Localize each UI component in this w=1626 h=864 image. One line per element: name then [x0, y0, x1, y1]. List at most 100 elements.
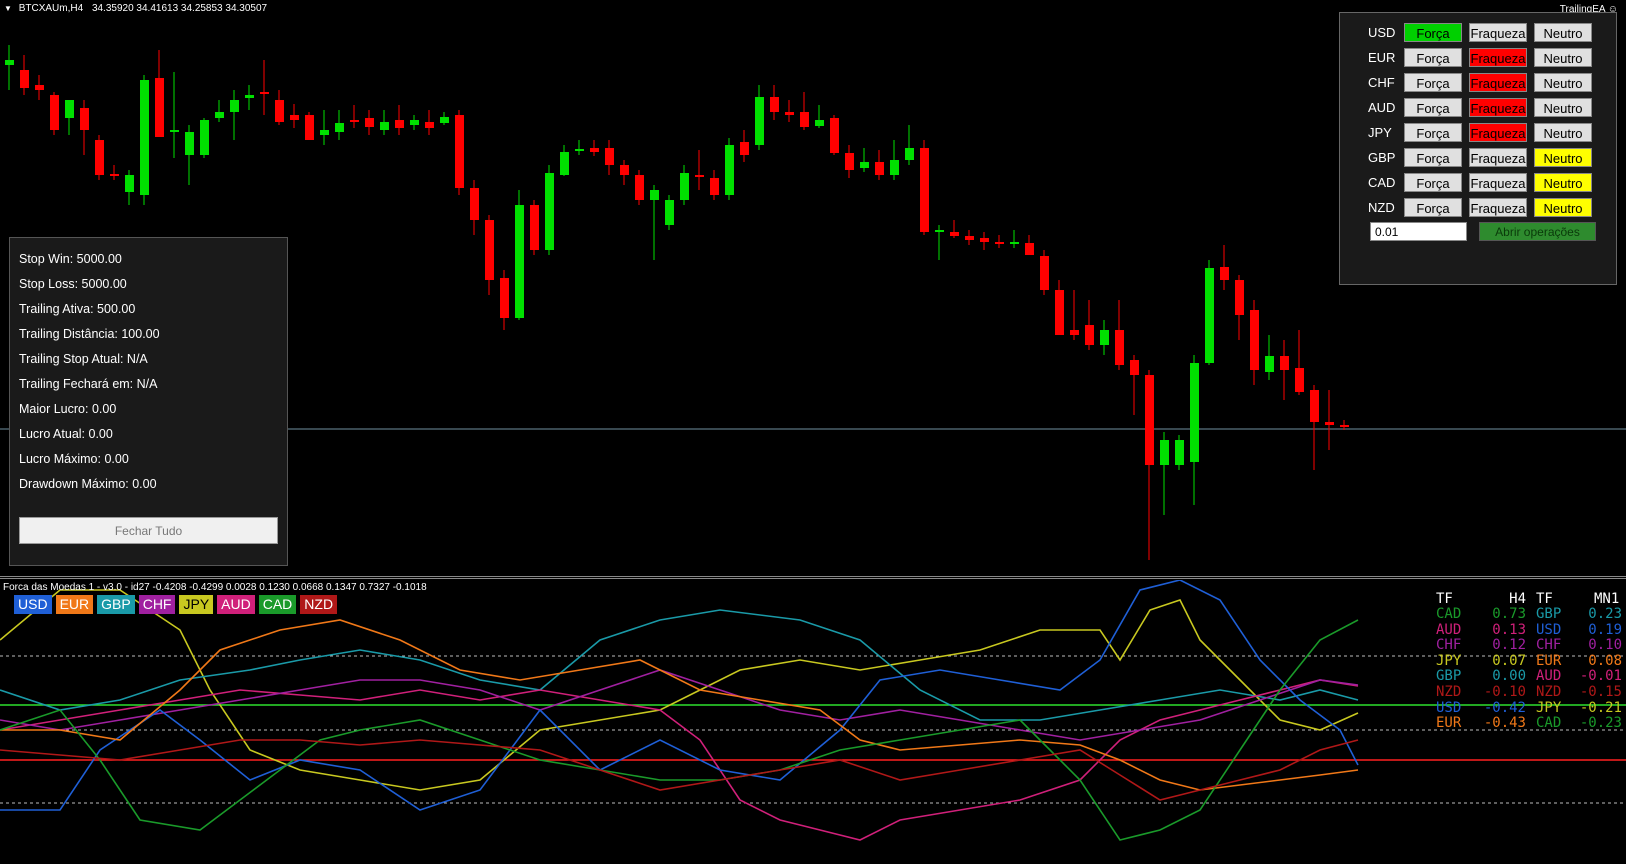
strength-table-row: USD -0.42 JPY -0.21	[1436, 700, 1622, 716]
legend-gbp[interactable]: GBP	[97, 595, 135, 614]
legend-chf[interactable]: CHF	[138, 595, 176, 614]
candle-body	[665, 200, 674, 225]
legend-jpy[interactable]: JPY	[179, 595, 214, 614]
strength-table-header: TF H4 TF MN1	[1436, 591, 1622, 607]
gbp-forca-button[interactable]: Força	[1404, 148, 1462, 167]
currency-label: CHF	[1368, 75, 1395, 90]
candle-body	[140, 80, 149, 195]
currency-row-chf: CHF Força Fraqueza Neutro	[1340, 73, 1616, 93]
current-profit-label: Lucro Atual: 0.00	[19, 427, 113, 441]
legend-eur[interactable]: EUR	[55, 595, 94, 614]
candle-body	[110, 174, 119, 176]
candle-body	[560, 152, 569, 175]
candle-body	[185, 132, 194, 155]
legend-usd[interactable]: USD	[14, 595, 52, 614]
nzd-fraqueza-button[interactable]: Fraqueza	[1469, 198, 1527, 217]
strength-table-row: AUD 0.13 USD 0.19	[1436, 622, 1622, 638]
lot-size-input[interactable]	[1370, 222, 1467, 241]
candle-body	[725, 145, 734, 195]
nzd-forca-button[interactable]: Força	[1404, 198, 1462, 217]
currency-label: AUD	[1368, 100, 1396, 115]
currency-row-gbp: GBP Força Fraqueza Neutro	[1340, 148, 1616, 168]
candle-body	[695, 175, 704, 177]
currency-row-cad: CAD Força Fraqueza Neutro	[1340, 173, 1616, 193]
candle-body	[35, 85, 44, 90]
max-profit-label: Maior Lucro: 0.00	[19, 402, 117, 416]
caret-down-icon[interactable]: ▼	[4, 4, 12, 13]
cad-fraqueza-button[interactable]: Fraqueza	[1469, 173, 1527, 192]
currency-row-nzd: NZD Força Fraqueza Neutro	[1340, 198, 1616, 218]
legend-aud[interactable]: AUD	[217, 595, 255, 614]
trailing-info-panel: Stop Win: 5000.00 Stop Loss: 5000.00 Tra…	[9, 237, 288, 566]
jpy-forca-button[interactable]: Força	[1404, 123, 1462, 142]
chf-fraqueza-button[interactable]: Fraqueza	[1469, 73, 1527, 92]
strength-table-row: NZD -0.10 NZD -0.15	[1436, 684, 1622, 700]
jpy-fraqueza-button[interactable]: Fraqueza	[1469, 123, 1527, 142]
close-all-button[interactable]: Fechar Tudo	[19, 517, 278, 544]
aud-neutro-button[interactable]: Neutro	[1534, 98, 1592, 117]
candle-body	[680, 173, 689, 200]
h4-currency: AUD	[1436, 621, 1462, 638]
chf-neutro-button[interactable]: Neutro	[1534, 73, 1592, 92]
cad-forca-button[interactable]: Força	[1404, 173, 1462, 192]
h4-value: 0.13	[1492, 621, 1526, 638]
cad-neutro-button[interactable]: Neutro	[1534, 173, 1592, 192]
aud-fraqueza-button[interactable]: Fraqueza	[1469, 98, 1527, 117]
stop-win-label: Stop Win: 5000.00	[19, 252, 122, 266]
jpy-neutro-button[interactable]: Neutro	[1534, 123, 1592, 142]
candle-body	[170, 130, 179, 132]
currency-label: GBP	[1368, 150, 1396, 165]
eur-forca-button[interactable]: Força	[1404, 48, 1462, 67]
chf-forca-button[interactable]: Força	[1404, 73, 1462, 92]
currency-row-eur: EUR Força Fraqueza Neutro	[1340, 48, 1616, 68]
candle-body	[620, 165, 629, 175]
strength-lines-chart	[0, 580, 1626, 841]
candle-body	[80, 108, 89, 130]
mn1-value: 0.19	[1588, 621, 1622, 638]
candle-body	[935, 230, 944, 232]
candle-body	[1175, 440, 1184, 465]
currency-strength-indicator[interactable]: Forca das Moedas 1 - v3.0 - id27 -0.4208…	[0, 580, 1626, 864]
strength-table-row: JPY 0.07 EUR 0.08	[1436, 653, 1622, 669]
legend-nzd[interactable]: NZD	[300, 595, 338, 614]
candle-body	[380, 122, 389, 130]
eur-fraqueza-button[interactable]: Fraqueza	[1469, 48, 1527, 67]
eur-neutro-button[interactable]: Neutro	[1534, 48, 1592, 67]
candle-body	[305, 115, 314, 140]
usd-forca-button[interactable]: Força	[1404, 23, 1462, 42]
candle-body	[155, 78, 164, 137]
h4-value: -0.43	[1483, 715, 1526, 732]
candle-body	[1205, 268, 1214, 363]
mn1-currency: CAD	[1536, 715, 1562, 732]
candle-body	[365, 118, 374, 127]
candle-body	[485, 220, 494, 280]
candle-body	[1220, 267, 1229, 280]
nzd-neutro-button[interactable]: Neutro	[1534, 198, 1592, 217]
gbp-neutro-button[interactable]: Neutro	[1534, 148, 1592, 167]
candle-body	[575, 149, 584, 151]
currency-label: NZD	[1368, 200, 1395, 215]
candle-body	[965, 236, 974, 240]
candle-body	[20, 70, 29, 88]
usd-fraqueza-button[interactable]: Fraqueza	[1469, 23, 1527, 42]
candle-body	[425, 122, 434, 128]
candle-body	[470, 188, 479, 220]
h4-value: -0.10	[1483, 684, 1526, 700]
candle-body	[1340, 425, 1349, 427]
aud-forca-button[interactable]: Força	[1404, 98, 1462, 117]
legend-cad[interactable]: CAD	[258, 595, 297, 614]
usd-neutro-button[interactable]: Neutro	[1534, 23, 1592, 42]
pane-separator[interactable]	[0, 576, 1626, 579]
mn1-currency: NZD	[1536, 684, 1562, 700]
mn1-value: -0.01	[1579, 668, 1622, 685]
candle-body	[845, 153, 854, 170]
candle-body	[65, 100, 74, 118]
candle-body	[545, 173, 554, 250]
candle-body	[1070, 330, 1079, 335]
mn1-currency: JPY	[1536, 699, 1562, 716]
open-trades-button[interactable]: Abrir operações	[1479, 222, 1596, 241]
candle-body	[1085, 325, 1094, 345]
mn1-currency: CHF	[1536, 637, 1562, 654]
gbp-fraqueza-button[interactable]: Fraqueza	[1469, 148, 1527, 167]
currency-label: CAD	[1368, 175, 1396, 190]
